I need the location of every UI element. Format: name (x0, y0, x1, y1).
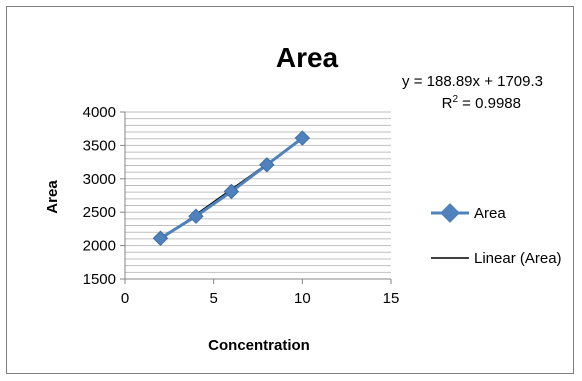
chart-frame: Area y = 188.89x + 1709.3 R2 = 0.9988 15… (6, 6, 574, 374)
data-point (152, 230, 169, 246)
y-axis-label: Area (44, 180, 61, 214)
legend-area-label: Area (474, 205, 506, 222)
x-tick-label: 15 (383, 290, 400, 307)
x-tick-label: 0 (121, 290, 129, 307)
y-tick-label: 3000 (83, 171, 116, 188)
legend-area-marker (440, 203, 460, 223)
x-tick-label: 10 (294, 290, 311, 307)
legend-linear-label: Linear (Area) (474, 250, 562, 267)
r-squared-sup: 2 (452, 94, 458, 105)
x-tick-label: 5 (209, 290, 217, 307)
chart-title: Area (276, 42, 339, 73)
y-tick-label: 3500 (83, 137, 116, 154)
data-point (294, 130, 311, 146)
trendline-equation: y = 188.89x + 1709.3 (402, 73, 543, 90)
legend: Area Linear (Area) (431, 203, 562, 267)
r-squared-prefix: R (442, 95, 453, 112)
y-tick-label: 2000 (83, 238, 116, 255)
y-tick-label: 1500 (83, 271, 116, 288)
data-point (259, 157, 275, 173)
tick-labels: 1500 2000 2500 3000 3500 4000 0 5 10 15 (83, 104, 400, 307)
r-squared-value: = 0.9988 (458, 95, 521, 112)
y-tick-label: 4000 (83, 104, 116, 121)
y-tick-label: 2500 (83, 204, 116, 221)
data-point (188, 208, 204, 224)
data-point (223, 183, 240, 200)
x-axis-label: Concentration (208, 337, 310, 354)
axes (120, 111, 392, 284)
r-squared-label: R2 = 0.9988 (442, 94, 521, 112)
series-layer (152, 130, 311, 246)
chart-svg: Area y = 188.89x + 1709.3 R2 = 0.9988 15… (44, 42, 562, 354)
gridlines (125, 111, 391, 273)
